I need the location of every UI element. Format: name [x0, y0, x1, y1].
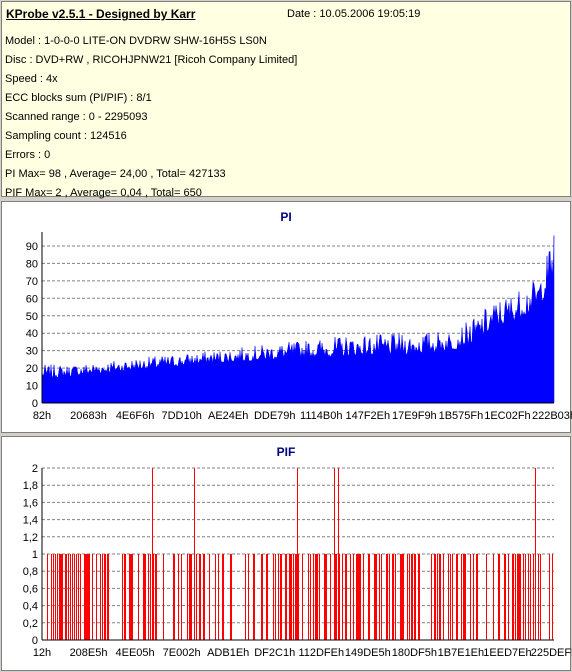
x-tick-label: 1114B0h	[300, 410, 342, 422]
x-tick-label: AE24Eh	[208, 410, 248, 422]
y-tick-label: 0	[32, 398, 38, 410]
info-pif: PIF Max= 2 , Average= 0,04 , Total= 650	[5, 187, 202, 199]
x-tick-label: 82h	[33, 410, 51, 422]
y-tick-label: 1,8	[23, 480, 38, 492]
x-tick-label: 17E9F9h	[392, 410, 437, 422]
info-ecc: ECC blocks sum (PI/PIF) : 8/1	[5, 92, 152, 104]
y-tick-label: 70	[26, 276, 38, 288]
y-tick-label: 90	[26, 241, 38, 253]
pi-chart-panel: PI 0 10 20 30 40 50 60 70 80 90 82h 20683h 4E6F6h 7DD…	[1, 201, 572, 433]
scan-date: Date : 10.05.2006 19:05:19	[287, 8, 421, 20]
x-tick-label: DF2C1h	[254, 647, 295, 659]
info-errors: Errors : 0	[5, 149, 51, 161]
y-tick-label: 1,4	[23, 515, 38, 527]
y-tick-label: 1	[32, 549, 38, 561]
pif-chart-panel: PIF 0 0,2 0,4 0,6 0,8 1 1,2 1,4 1,6 1,8 2 12h 208E5h…	[1, 436, 572, 671]
y-tick-label: 1,2	[23, 532, 38, 544]
x-tick-label: 112DFEh	[298, 647, 344, 659]
y-tick-label: 0,6	[23, 583, 38, 595]
pif-chart-title: PIF	[276, 445, 296, 459]
x-tick-label: 7DD10h	[161, 410, 201, 422]
y-tick-label: 0	[32, 635, 38, 647]
y-tick-label: 1,6	[23, 497, 38, 509]
x-tick-label: 1EC02Fh	[484, 410, 530, 422]
x-tick-label: 225DEFh	[531, 647, 572, 659]
x-tick-label: 1B7E1Eh	[438, 647, 484, 659]
y-tick-label: 40	[26, 328, 38, 340]
y-tick-label: 10	[26, 381, 38, 393]
x-tick-label: 1EED7Eh	[483, 647, 531, 659]
info-sampling: Sampling count : 124516	[5, 130, 127, 142]
x-tick-label: 12h	[33, 647, 51, 659]
pi-chart-title: PI	[280, 210, 292, 224]
x-tick-label: 1B575Fh	[439, 410, 484, 422]
info-disc: Disc : DVD+RW , RICOHJPNW21 [Ricoh Compa…	[5, 54, 298, 66]
y-tick-label: 0,4	[23, 601, 38, 613]
x-tick-label: 4EE05h	[116, 647, 155, 659]
x-tick-label: 147F2Eh	[345, 410, 390, 422]
y-tick-label: 0,8	[23, 566, 38, 578]
x-tick-label: 20683h	[70, 410, 107, 422]
y-tick-label: 2	[32, 463, 38, 475]
info-pi: PI Max= 98 , Average= 24,00 , Total= 427…	[5, 168, 226, 180]
info-speed: Speed : 4x	[5, 73, 58, 85]
x-tick-label: 180DF5h	[392, 647, 437, 659]
x-tick-label: DDE79h	[254, 410, 296, 422]
info-range: Scanned range : 0 - 2295093	[5, 111, 148, 123]
x-tick-label: ADB1Eh	[207, 647, 249, 659]
y-tick-label: 50	[26, 311, 38, 323]
info-panel: KProbe v2.5.1 - Designed by Karr Date : …	[1, 1, 571, 199]
y-tick-label: 0,2	[23, 618, 38, 630]
y-tick-label: 80	[26, 258, 38, 270]
pi-series-area	[41, 235, 555, 404]
info-model: Model : 1-0-0-0 LITE-ON DVDRW SHW-16H5S …	[5, 35, 267, 47]
y-tick-label: 30	[26, 346, 38, 358]
pi-chart: 0 10 20 30 40 50 60 70 80 90 82h 20683h 4E6F6h 7DD10h…	[26, 232, 572, 422]
x-tick-label: 208E5h	[70, 647, 108, 659]
x-tick-label: 222B03h	[532, 410, 572, 422]
y-tick-label: 60	[26, 293, 38, 305]
x-tick-label: 149DE5h	[345, 647, 391, 659]
app-title: KProbe v2.5.1 - Designed by Karr	[6, 7, 196, 21]
x-tick-label: 7E002h	[163, 647, 201, 659]
pif-chart: 0 0,2 0,4 0,6 0,8 1 1,2 1,4 1,6 1,8 2 12h 208E5h 4EE0…	[23, 463, 572, 659]
y-tick-label: 20	[26, 363, 38, 375]
x-tick-label: 4E6F6h	[116, 410, 155, 422]
